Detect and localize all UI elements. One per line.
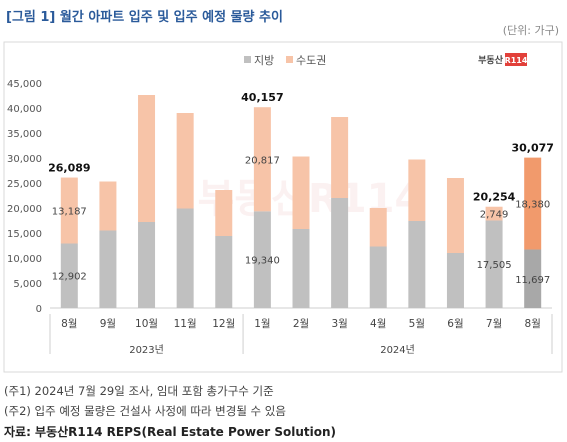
bar-sudogwon <box>292 156 310 229</box>
y-tick-label: 30,000 <box>7 154 42 165</box>
sudogwon-value-label: 2,749 <box>480 210 509 221</box>
bar-jibang <box>331 198 349 308</box>
brand-logo-badge-bg <box>505 53 527 66</box>
bar-jibang <box>253 211 271 308</box>
bar-jibang <box>408 221 426 308</box>
bar-jibang <box>369 246 387 308</box>
brand-logo-text: 부동산 <box>478 54 504 66</box>
x-tick-label: 11월 <box>174 318 197 330</box>
x-tick-label: 6월 <box>447 318 463 330</box>
legend-label-jibang: 지방 <box>254 54 274 67</box>
bar-jibang <box>215 236 233 308</box>
x-tick-label: 5월 <box>409 318 425 330</box>
footnote-2: (주2) 입주 예정 물량은 건설사 사정에 따라 변경될 수 있음 <box>4 404 286 418</box>
bar-jibang <box>60 243 78 308</box>
y-tick-label: 5,000 <box>13 279 42 290</box>
total-label: 40,157 <box>241 91 283 104</box>
total-label: 30,077 <box>511 142 553 155</box>
source-credit: 자료: 부동산R114 REPS(Real Estate Power Solut… <box>4 425 337 439</box>
bar-sudogwon <box>138 95 156 222</box>
group-label: 2023년 <box>129 344 164 356</box>
bar-jibang <box>138 222 156 308</box>
x-tick-label: 12월 <box>212 318 235 330</box>
x-tick-label: 8월 <box>61 318 77 330</box>
x-tick-label: 2월 <box>293 318 309 330</box>
y-tick-label: 20,000 <box>7 204 42 215</box>
bar-sudogwon <box>253 107 271 212</box>
bar-sudogwon <box>331 117 349 198</box>
x-tick-label: 10월 <box>135 318 158 330</box>
bar-jibang <box>292 229 310 308</box>
total-label: 26,089 <box>48 162 90 175</box>
bar-jibang <box>176 208 194 308</box>
legend-swatch-jibang <box>244 56 251 63</box>
y-tick-label: 35,000 <box>7 129 42 140</box>
plot-frame <box>3 41 563 373</box>
legend: 지방 수도권 <box>244 54 326 67</box>
x-tick-label: 8월 <box>525 318 541 330</box>
y-tick-label: 15,000 <box>7 229 42 240</box>
x-tick-label: 7월 <box>486 318 502 330</box>
stacked-bar-chart: 부동산R114 지방 수도권 부동산 R114 0 5,000 10,000 15,0… <box>3 41 563 373</box>
x-tick-label: 1월 <box>254 318 270 330</box>
bar-sudogwon <box>99 181 117 231</box>
bar-sudogwon <box>485 206 503 221</box>
bar-jibang <box>446 253 464 308</box>
y-tick-label: 45,000 <box>7 79 42 90</box>
sudogwon-value-label: 20,817 <box>245 155 280 166</box>
y-tick-label: 25,000 <box>7 179 42 190</box>
chart-title: [그림 1] 월간 아파트 입주 및 입주 예정 물량 추이 <box>6 10 283 25</box>
x-tick-label: 3월 <box>331 318 347 330</box>
bar-sudogwon <box>446 178 464 253</box>
y-tick-label: 0 <box>36 304 42 315</box>
x-tick-label: 9월 <box>100 318 116 330</box>
group-label: 2024년 <box>380 344 415 356</box>
jibang-value-label: 12,902 <box>52 272 87 283</box>
legend-swatch-sudogwon <box>286 56 293 63</box>
bar-jibang <box>99 230 117 308</box>
sudogwon-value-label: 18,380 <box>515 200 550 211</box>
jibang-value-label: 19,340 <box>245 256 280 267</box>
bar-sudogwon <box>215 190 233 236</box>
brand-logo-badge: R114 <box>505 56 528 65</box>
bar-sudogwon <box>176 113 194 209</box>
jibang-value-label: 11,697 <box>515 275 550 286</box>
unit-label: (단위: 가구) <box>502 24 559 37</box>
y-tick-label: 10,000 <box>7 254 42 265</box>
y-tick-label: 40,000 <box>7 104 42 115</box>
brand-logo: 부동산 R114 <box>478 53 528 66</box>
bar-sudogwon <box>369 208 387 247</box>
x-tick-label: 4월 <box>370 318 386 330</box>
bar-sudogwon <box>408 159 426 221</box>
footnote-1: (주1) 2024년 7월 29일 조사, 임대 포함 총가구수 기준 <box>4 384 274 398</box>
bar-sudogwon <box>524 157 542 250</box>
jibang-value-label: 17,505 <box>477 260 512 271</box>
legend-label-sudogwon: 수도권 <box>296 54 326 67</box>
bar-jibang <box>485 220 503 308</box>
bar-sudogwon <box>60 177 78 244</box>
total-label: 20,254 <box>473 191 516 204</box>
sudogwon-value-label: 13,187 <box>52 207 87 218</box>
bar-jibang <box>524 249 542 308</box>
